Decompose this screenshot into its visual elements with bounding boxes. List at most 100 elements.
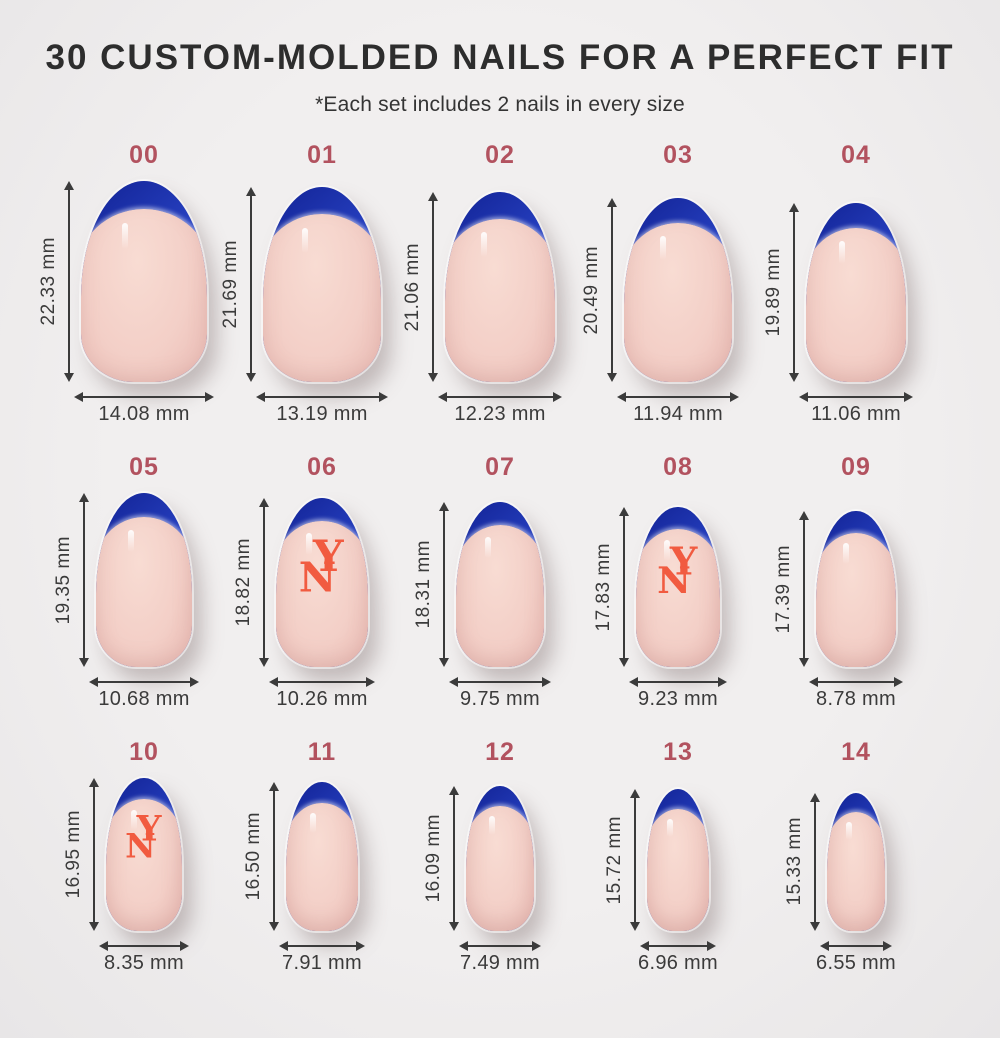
nail-area: 17.39 mm bbox=[773, 489, 922, 668]
height-measure: 18.31 mm bbox=[413, 502, 450, 667]
nail-stack: 16.50 mm bbox=[243, 782, 358, 931]
nail-shine-highlight bbox=[127, 529, 134, 553]
nail-area: 21.69 mm bbox=[220, 177, 388, 383]
width-arrow-icon bbox=[73, 391, 215, 402]
ny-monogram-logo-icon: Y N bbox=[654, 544, 702, 602]
nail-body bbox=[624, 223, 732, 382]
width-arrow-icon bbox=[617, 391, 740, 402]
width-value: 8.35 mm bbox=[104, 951, 184, 974]
nail-body bbox=[80, 209, 208, 382]
size-label: 08 bbox=[663, 452, 693, 481]
size-label: 10 bbox=[129, 738, 159, 767]
nail-body bbox=[636, 529, 720, 668]
nail-image: Y N bbox=[106, 778, 182, 931]
height-value: 18.31 mm bbox=[413, 540, 435, 629]
width-arrow-icon bbox=[88, 677, 200, 688]
nail-body bbox=[456, 525, 544, 668]
size-label: 12 bbox=[485, 738, 515, 767]
height-arrow-icon bbox=[78, 492, 89, 668]
height-value: 15.33 mm bbox=[783, 817, 805, 906]
width-arrow-icon bbox=[819, 940, 893, 951]
width-value: 11.06 mm bbox=[811, 402, 901, 425]
size-label: 00 bbox=[129, 141, 159, 169]
width-value: 8.78 mm bbox=[816, 688, 896, 711]
nail-size-cell: 14 15.33 mm 6.55 mm bbox=[784, 738, 922, 975]
width-value: 7.91 mm bbox=[282, 951, 362, 974]
height-arrow-icon bbox=[449, 785, 460, 931]
nail-size-cell: 11 16.50 mm 7.91 mm bbox=[243, 738, 388, 975]
nail-image bbox=[286, 782, 358, 931]
nail-size-cell: 01 21.69 mm 13.19 mm bbox=[220, 141, 389, 426]
nail-shine-highlight bbox=[667, 818, 674, 838]
nail-shine-highlight bbox=[122, 223, 129, 250]
size-label: 07 bbox=[485, 452, 515, 481]
page-subtitle: *Each set includes 2 nails in every size bbox=[315, 93, 685, 116]
nail-stack: 20.49 mm bbox=[581, 197, 732, 383]
width-arrow-icon bbox=[809, 677, 903, 688]
height-measure: 21.06 mm bbox=[402, 192, 438, 382]
nail-body bbox=[466, 806, 534, 931]
nail-body bbox=[286, 802, 358, 931]
nail-body bbox=[106, 799, 182, 931]
nail-stack: 19.89 mm bbox=[763, 202, 906, 382]
nail-shine-highlight bbox=[488, 816, 495, 836]
size-label: 02 bbox=[485, 141, 515, 169]
width-value: 13.19 mm bbox=[276, 402, 368, 425]
width-arrow-icon bbox=[268, 677, 376, 688]
nail-size-cell: 12 16.09 mm 7.49 mm bbox=[423, 738, 566, 975]
height-measure: 15.72 mm bbox=[604, 789, 640, 932]
nail-area: 16.09 mm bbox=[423, 774, 566, 931]
nail-shine-highlight bbox=[481, 232, 488, 257]
nail-shine-highlight bbox=[301, 227, 308, 254]
width-value: 6.55 mm bbox=[816, 951, 896, 974]
height-arrow-icon bbox=[63, 181, 74, 382]
nail-image bbox=[466, 785, 534, 931]
svg-text:Y: Y bbox=[669, 544, 698, 585]
nail-body bbox=[816, 532, 896, 668]
nail-stack: 15.33 mm bbox=[784, 792, 886, 931]
width-value: 14.08 mm bbox=[98, 402, 190, 425]
nail-body bbox=[646, 808, 710, 931]
svg-text:N: N bbox=[299, 552, 337, 601]
width-arrow-icon bbox=[639, 940, 716, 951]
nail-image bbox=[646, 789, 710, 931]
nail-image: Y N bbox=[636, 506, 720, 668]
size-row: 00 22.33 mm 14.08 mm 01 21.69 mm bbox=[0, 141, 1000, 426]
nail-image bbox=[456, 502, 544, 668]
nail-stack: 16.09 mm bbox=[423, 785, 534, 931]
nail-area: 15.72 mm bbox=[604, 774, 744, 932]
width-value: 11.94 mm bbox=[633, 402, 723, 425]
height-arrow-icon bbox=[258, 497, 269, 668]
size-label: 14 bbox=[841, 738, 871, 767]
nail-stack: 16.95 mm Y N bbox=[63, 778, 182, 931]
width-arrow-icon bbox=[99, 940, 189, 951]
width-value: 6.96 mm bbox=[638, 951, 718, 974]
nail-size-cell: 13 15.72 mm 6.96 mm bbox=[604, 738, 744, 975]
height-value: 17.39 mm bbox=[773, 544, 795, 634]
nail-stack: 18.31 mm bbox=[413, 502, 544, 668]
height-arrow-icon bbox=[789, 202, 800, 382]
height-arrow-icon bbox=[809, 792, 820, 931]
nail-size-cell: 06 18.82 mm Y N bbox=[233, 453, 388, 711]
nail-body bbox=[826, 812, 886, 931]
nail-area: 20.49 mm bbox=[581, 177, 744, 383]
size-grid: 00 22.33 mm 14.08 mm 01 21.69 mm bbox=[0, 141, 1000, 975]
height-value: 16.09 mm bbox=[423, 814, 445, 903]
height-value: 19.89 mm bbox=[763, 248, 785, 337]
nail-stack: 18.82 mm Y N bbox=[233, 497, 369, 668]
page-title: 30 CUSTOM-MOLDED NAILS FOR A PERFECT FIT bbox=[45, 38, 955, 77]
width-value: 12.23 mm bbox=[454, 402, 546, 425]
size-label: 09 bbox=[841, 452, 871, 481]
nail-area: 21.06 mm bbox=[402, 177, 566, 382]
nail-size-cell: 00 22.33 mm 14.08 mm bbox=[38, 141, 215, 426]
height-value: 18.82 mm bbox=[232, 538, 254, 627]
nail-shine-highlight bbox=[306, 533, 313, 556]
nail-area: 16.50 mm bbox=[243, 774, 388, 931]
height-measure: 18.82 mm bbox=[232, 497, 269, 668]
nail-image bbox=[80, 181, 208, 382]
nail-size-cell: 10 16.95 mm Y N bbox=[63, 738, 210, 975]
ny-monogram-logo-icon: Y N bbox=[122, 813, 166, 865]
nail-image bbox=[444, 192, 556, 382]
nail-image: Y N bbox=[275, 497, 369, 668]
height-measure: 19.89 mm bbox=[763, 202, 800, 382]
